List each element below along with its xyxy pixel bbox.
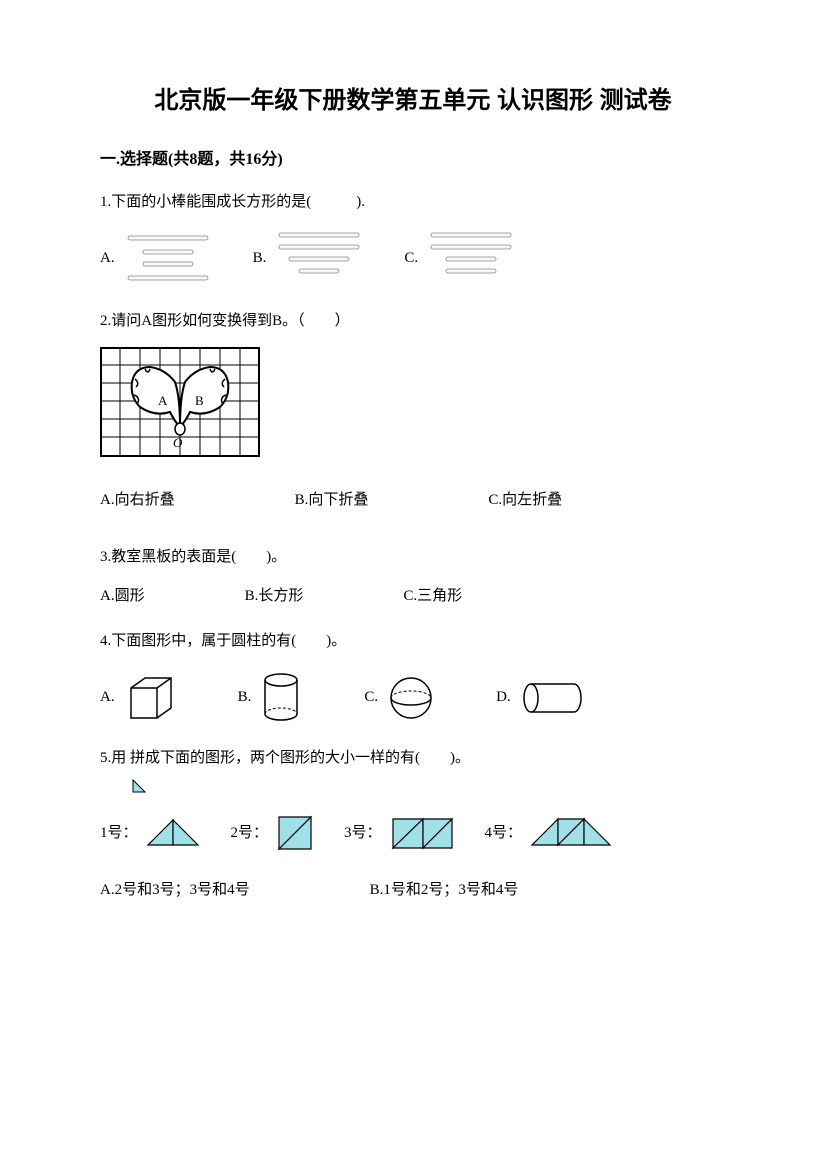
section-header: 一.选择题(共8题，共16分) — [100, 145, 726, 169]
q5-shape-2: 2号： — [231, 814, 315, 852]
question-2: 2.请问A图形如何变换得到B。（ ） — [100, 308, 726, 514]
q2-opt-c: C.向左折叠 — [488, 487, 562, 514]
shape-4-icon — [530, 817, 615, 849]
q4-options: A. B. C. D. — [100, 670, 726, 725]
q5-label-1: 1号： — [100, 820, 138, 847]
q1-label-a: A. — [100, 245, 115, 272]
shape-2-icon — [276, 814, 314, 852]
question-3: 3.教室黑板的表面是( )。 A.圆形 B.长方形 C.三角形 — [100, 544, 726, 610]
q1-option-a: A. — [100, 228, 213, 288]
q5-label-3: 3号： — [344, 820, 382, 847]
q2-opt-b: B.向下折叠 — [295, 487, 369, 514]
q5-opt-b: B.1号和2号；3号和4号 — [370, 877, 519, 904]
q5-text-before: 5.用 — [100, 750, 126, 766]
sticks-b-icon — [274, 228, 364, 288]
q5-shape-4: 4号： — [485, 817, 616, 849]
q1-text: 1.下面的小棒能围成长方形的是( ). — [100, 189, 726, 216]
q4-label-b: B. — [238, 684, 252, 711]
q3-opt-b: B.长方形 — [245, 583, 304, 610]
q4-text: 4.下面图形中，属于圆柱的有( )。 — [100, 628, 726, 655]
q2-text: 2.请问A图形如何变换得到B。（ ） — [100, 308, 726, 335]
q3-text: 3.教室黑板的表面是( )。 — [100, 544, 726, 571]
q4-label-a: A. — [100, 684, 115, 711]
q1-options: A. B. C. — [100, 228, 726, 288]
sphere-icon — [386, 673, 436, 723]
q4-label-d: D. — [496, 684, 511, 711]
q1-label-c: C. — [404, 245, 418, 272]
butterfly-grid-icon: A B O — [100, 347, 260, 457]
question-1: 1.下面的小棒能围成长方形的是( ). A. B. C. — [100, 189, 726, 288]
q3-opt-c: C.三角形 — [403, 583, 462, 610]
cylinder-icon — [259, 670, 304, 725]
question-4: 4.下面图形中，属于圆柱的有( )。 A. B. C. — [100, 628, 726, 725]
sticks-a-icon — [123, 228, 213, 288]
q5-shape-3: 3号： — [344, 816, 455, 851]
sticks-c-icon — [426, 228, 516, 288]
q4-option-d: D. — [496, 678, 584, 718]
svg-text:A: A — [158, 393, 168, 408]
shape-3-icon — [390, 816, 455, 851]
q1-label-b: B. — [253, 245, 267, 272]
q2-figure: A B O — [100, 347, 726, 467]
q4-option-a: A. — [100, 670, 178, 725]
q4-option-c: C. — [364, 673, 436, 723]
shape-1-icon — [146, 817, 201, 849]
q1-option-b: B. — [253, 228, 365, 288]
q3-opt-a: A.圆形 — [100, 583, 145, 610]
q5-text: 5.用 拼成下面的图形，两个图形的大小一样的有( )。 — [100, 745, 726, 799]
q2-opt-a: A.向右折叠 — [100, 487, 175, 514]
q5-shapes: 1号： 2号： 3号： 4号： — [100, 814, 726, 852]
q4-option-b: B. — [238, 670, 305, 725]
cube-icon — [123, 670, 178, 725]
page-title: 北京版一年级下册数学第五单元 认识图形 测试卷 — [100, 80, 726, 115]
q1-option-c: C. — [404, 228, 516, 288]
q5-text-after: 拼成下面的图形，两个图形的大小一样的有( )。 — [130, 750, 470, 766]
q2-options: A.向右折叠 B.向下折叠 C.向左折叠 — [100, 487, 726, 514]
q4-label-c: C. — [364, 684, 378, 711]
q5-label-2: 2号： — [231, 820, 269, 847]
svg-text:O: O — [173, 435, 183, 450]
q5-answers: A.2号和3号；3号和4号 B.1号和2号；3号和4号 — [100, 877, 726, 904]
q3-options: A.圆形 B.长方形 C.三角形 — [100, 583, 726, 610]
q5-opt-a: A.2号和3号；3号和4号 — [100, 877, 250, 904]
q5-label-4: 4号： — [485, 820, 523, 847]
question-5: 5.用 拼成下面的图形，两个图形的大小一样的有( )。 1号： 2号： 3号： — [100, 745, 726, 904]
svg-text:B: B — [195, 393, 204, 408]
q5-shape-1: 1号： — [100, 817, 201, 849]
small-triangle-icon — [130, 777, 150, 795]
horizontal-cylinder-icon — [519, 678, 584, 718]
